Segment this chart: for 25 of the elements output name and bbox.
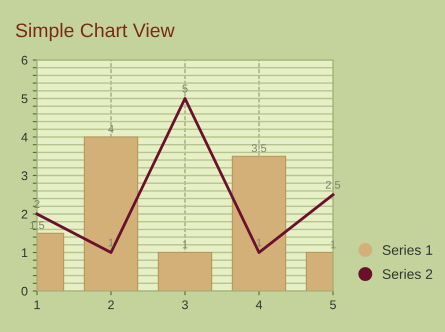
legend-label: Series 1 <box>382 244 432 255</box>
x-tick-label: 5 <box>330 300 336 310</box>
chart-title: Simple Chart View <box>16 22 175 42</box>
x-tick-label: 3 <box>182 300 188 310</box>
data-label: 1 <box>330 240 336 248</box>
y-tick-label: 6 <box>22 56 28 65</box>
legend-label: Series 2 <box>382 268 432 280</box>
data-label: 2 <box>34 200 40 208</box>
y-tick-label: 2 <box>22 210 28 219</box>
y-tick-label: 5 <box>22 94 28 104</box>
x-tick-label: 1 <box>34 300 40 310</box>
data-label: 4 <box>108 125 114 133</box>
data-label: 3.5 <box>252 144 266 152</box>
data-label: 2.5 <box>326 180 340 189</box>
x-tick-label: 4 <box>256 300 262 310</box>
y-tick-label: 3 <box>22 171 28 180</box>
data-label: 1 <box>108 238 114 246</box>
x-tick-label: 2 <box>108 300 114 310</box>
data-label: 1 <box>182 240 188 248</box>
y-tick-label: 4 <box>21 132 28 142</box>
data-label: 1.5 <box>30 221 44 230</box>
y-tick-label: 0 <box>22 286 28 296</box>
y-tick-label: 1 <box>22 248 28 258</box>
data-label: 1 <box>256 238 262 246</box>
data-label: 5 <box>182 84 188 92</box>
